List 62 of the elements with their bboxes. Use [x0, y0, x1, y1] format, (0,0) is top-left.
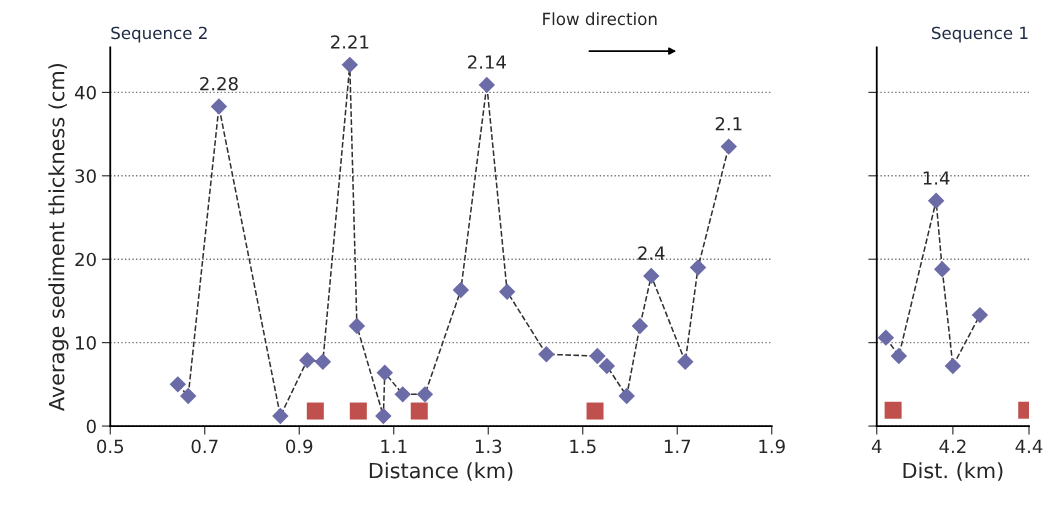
annotation: 2.4 — [638, 246, 665, 260]
point — [971, 306, 989, 324]
annotation: 2.21 — [331, 35, 369, 49]
point — [410, 402, 428, 420]
x-tick-label: 4.2 — [939, 439, 966, 453]
x-axis-title: Distance (km) — [369, 462, 513, 481]
point — [689, 259, 707, 276]
point — [180, 387, 197, 405]
point — [210, 98, 228, 115]
x-tick-label: 4.4 — [1015, 439, 1043, 453]
point — [169, 376, 187, 393]
text: Flow direction — [543, 12, 657, 26]
point — [272, 407, 289, 425]
x-tick-label: 4 — [871, 439, 882, 453]
annotation: 2.14 — [468, 55, 506, 69]
chart-title: Sequence 2 — [111, 26, 207, 43]
point — [877, 329, 895, 346]
point — [598, 357, 616, 375]
point — [314, 353, 332, 371]
annotation: 1.4 — [923, 171, 950, 185]
point — [394, 386, 411, 403]
point — [416, 386, 434, 403]
point — [944, 357, 962, 375]
x-tick-label: 0.9 — [286, 439, 313, 454]
y-tick-label: 10 — [76, 336, 96, 350]
y-tick-label: 20 — [75, 252, 96, 267]
point — [631, 317, 649, 335]
annotation: 2.28 — [200, 76, 238, 91]
point — [720, 138, 737, 155]
point — [452, 281, 470, 299]
point — [934, 261, 951, 278]
x-tick-label: 0.5 — [97, 439, 124, 454]
point — [375, 407, 392, 425]
point — [348, 317, 366, 335]
point — [643, 267, 660, 285]
point — [306, 402, 324, 420]
y-tick-label: 0 — [86, 419, 96, 434]
point — [498, 283, 516, 300]
x-tick-label: 1.5 — [570, 439, 596, 454]
x-tick-label: 1.1 — [381, 439, 407, 453]
point — [677, 353, 694, 371]
x-tick-label: 1.9 — [759, 439, 785, 454]
point — [478, 76, 496, 94]
x-axis-title: Dist. (km) — [903, 462, 1003, 481]
point — [586, 402, 604, 420]
point — [927, 192, 945, 210]
point — [589, 347, 606, 365]
y-axis-title: Average sediment thickness (cm) — [48, 63, 69, 412]
point — [890, 347, 908, 365]
x-tick-label: 1.7 — [664, 439, 691, 453]
point — [349, 402, 367, 420]
annotation: 2.1 — [715, 116, 742, 131]
chart-title: Sequence 1 — [931, 26, 1028, 43]
x-tick-label: 0.7 — [191, 439, 218, 454]
y-tick-label: 30 — [75, 169, 96, 183]
point — [299, 351, 316, 369]
point — [376, 364, 393, 381]
point — [538, 346, 555, 363]
x-tick-label: 1.3 — [475, 439, 502, 454]
point — [618, 387, 635, 405]
point — [341, 56, 359, 74]
y-tick-label: 40 — [74, 85, 96, 100]
